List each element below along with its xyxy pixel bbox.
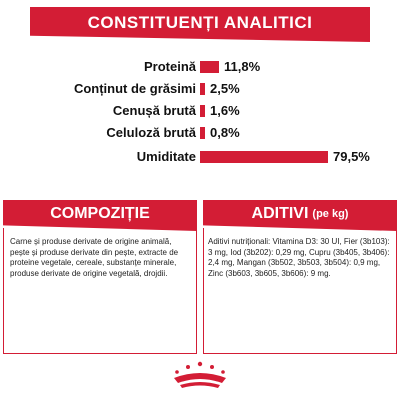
- analytics-bar: [200, 61, 219, 73]
- additives-subtitle: (pe kg): [312, 208, 349, 220]
- composition-banner: COMPOZIȚIE: [3, 200, 197, 231]
- analytics-row: Celuloză brută 0,8%: [0, 124, 400, 142]
- analytics-banner: CONSTITUENȚI ANALITICI: [30, 7, 370, 42]
- analytics-bar: [200, 105, 205, 117]
- analytics-label: Umiditate: [136, 149, 196, 164]
- composition-box: [3, 228, 197, 354]
- analytics-value: 0,8%: [210, 125, 240, 140]
- analytics-bar: [200, 127, 205, 139]
- royal-canin-logo: [174, 361, 226, 388]
- analytics-value: 79,5%: [333, 149, 370, 164]
- additives-box: [203, 228, 397, 354]
- analytics-row: Proteină 11,8%: [0, 58, 400, 76]
- analytics-row: Conținut de grăsimi 2,5%: [0, 80, 400, 98]
- analytics-label: Cenușă brută: [112, 103, 196, 118]
- analytics-value: 1,6%: [210, 103, 240, 118]
- additives-banner: ADITIVI (pe kg): [203, 200, 397, 231]
- analytics-row: Cenușă brută 1,6%: [0, 102, 400, 120]
- analytics-title: CONSTITUENȚI ANALITICI: [87, 12, 313, 32]
- composition-text: Carne și produse derivate de origine ani…: [10, 237, 179, 278]
- analytics-row: Umiditate 79,5%: [0, 148, 400, 166]
- additives-title: ADITIVI: [251, 205, 309, 222]
- additives-text: Aditivi nutriționali: Vitamina D3: 30 UI…: [208, 237, 390, 278]
- analytics-label: Celuloză brută: [106, 125, 196, 140]
- analytics-value: 11,8%: [224, 59, 261, 74]
- composition-title: COMPOZIȚIE: [50, 205, 150, 222]
- analytics-bar: [200, 83, 205, 95]
- analytics-label: Conținut de grăsimi: [73, 81, 196, 96]
- analytics-label: Proteină: [143, 59, 196, 74]
- analytics-bar: [200, 151, 328, 163]
- crown-icon: [174, 361, 226, 388]
- analytics-value: 2,5%: [210, 81, 240, 96]
